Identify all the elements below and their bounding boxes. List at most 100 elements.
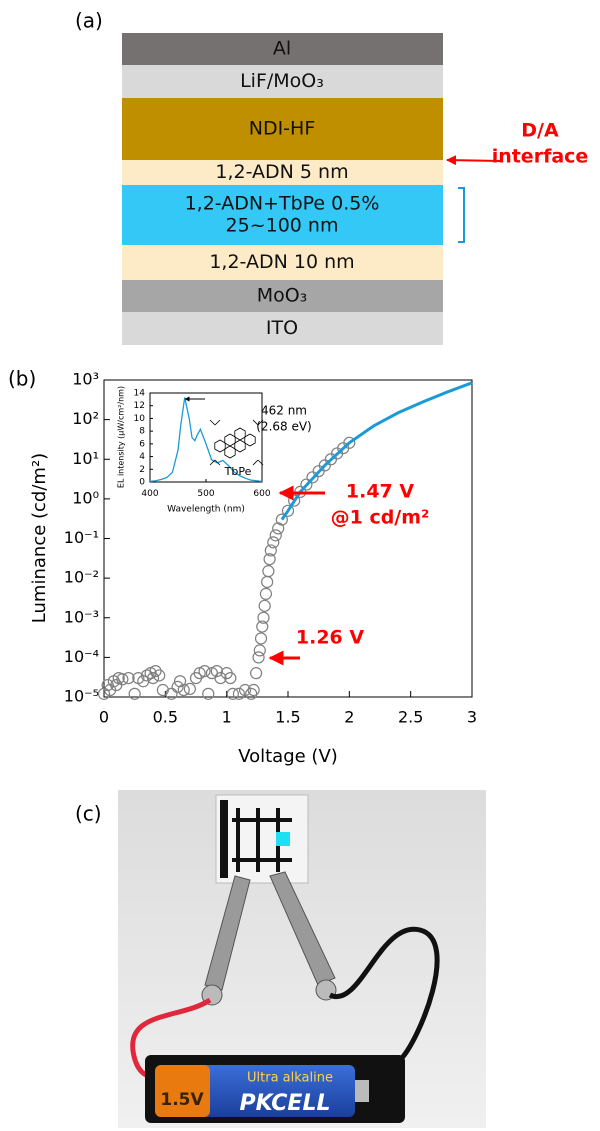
y-tick-label: 10 xyxy=(134,414,146,424)
data-point xyxy=(198,665,211,678)
panel-label: (c) xyxy=(75,802,102,826)
y-tick-label: 14 xyxy=(134,389,146,399)
x-tick-label: 2.5 xyxy=(398,707,423,726)
tbu-groups xyxy=(209,419,264,466)
x-tick-label: 1 xyxy=(222,707,232,726)
data-point xyxy=(258,599,271,612)
x-tick-label: 400 xyxy=(141,489,158,499)
emitting-pixel xyxy=(276,832,290,846)
y-tick-label: 10² xyxy=(72,409,99,428)
ring xyxy=(244,433,256,447)
x-tick-label: 1.5 xyxy=(275,707,300,726)
data-point xyxy=(256,620,269,633)
annotation: interface xyxy=(492,146,589,168)
data-point xyxy=(122,671,135,685)
data-point xyxy=(238,683,252,697)
layer xyxy=(122,312,443,345)
data-point xyxy=(318,459,331,472)
x-tick-label: 500 xyxy=(197,489,214,499)
layer-label: MoO₃ xyxy=(257,285,308,307)
layer xyxy=(122,98,443,160)
y-tick-label: 10⁻⁵ xyxy=(64,687,99,706)
black-wire xyxy=(328,926,440,1062)
data-point xyxy=(232,687,246,700)
data-point xyxy=(281,504,295,517)
data-point xyxy=(250,667,263,680)
y-tick-label: 10⁻⁴ xyxy=(64,647,99,666)
battery-text: 1.5V xyxy=(160,1090,204,1110)
data-point xyxy=(226,687,239,700)
x-tick-label: 0.5 xyxy=(153,707,178,726)
data-point xyxy=(306,471,319,484)
data-point xyxy=(177,683,190,697)
y-tick-label: 8 xyxy=(139,427,145,437)
data-point xyxy=(116,673,129,686)
data-point xyxy=(128,687,141,700)
y-tick-label: 10⁻¹ xyxy=(64,528,99,547)
annotation: TbPe xyxy=(224,465,252,478)
inset-chart: 400 500 600 0 2 4 6 8 10 12 14 Wavelength (nm) EL in… xyxy=(117,386,312,515)
data-point xyxy=(252,651,265,664)
data-point xyxy=(146,671,160,685)
data-point xyxy=(343,436,356,449)
annotation: 1.47 V xyxy=(346,481,414,503)
data-line xyxy=(280,381,473,521)
layer-label: 1,2-ADN 5 nm xyxy=(215,161,348,183)
device-substrate xyxy=(215,794,309,884)
layer xyxy=(122,185,443,245)
main-chart: 0 0.5 1 1.5 2 2.5 3 10⁻⁵ 10⁻⁴ 10⁻³ 10⁻² 10⁻¹ 10⁰ 10¹ 1… xyxy=(29,370,477,768)
data-point xyxy=(149,665,162,678)
y-tick-label: 10³ xyxy=(72,370,99,389)
photo xyxy=(118,790,486,1128)
x-axis-label: Voltage (V) xyxy=(238,746,338,767)
y-tick-label: 2 xyxy=(139,465,145,475)
y-axis-label: EL intensity (μW/cm²/nm) xyxy=(117,386,126,488)
x-tick-label: 3 xyxy=(467,707,477,726)
data-point xyxy=(183,682,196,696)
y-tick-label: 12 xyxy=(134,401,145,411)
layer xyxy=(122,65,443,98)
data-point xyxy=(262,565,275,578)
data-point xyxy=(259,587,273,600)
battery-text: PKCELL xyxy=(240,1091,331,1116)
battery-text: Ultra alkaline xyxy=(247,1071,333,1086)
y-tick-label: 10⁻³ xyxy=(64,607,99,626)
data-point xyxy=(254,632,268,645)
layer-label: 1,2-ADN 10 nm xyxy=(209,251,354,273)
data-point xyxy=(245,687,258,700)
x-tick-label: 600 xyxy=(253,489,270,499)
panel-label: (a) xyxy=(75,9,103,33)
data-point xyxy=(263,553,276,566)
annotation: 1.26 V xyxy=(296,627,364,649)
layer-label: Al xyxy=(273,38,291,60)
y-tick-label: 10⁻² xyxy=(64,568,99,587)
x-tick-label: 0 xyxy=(99,707,109,726)
data-point xyxy=(224,671,237,685)
layer-label: LiF/MoO₃ xyxy=(240,70,324,92)
layer-label: NDI-HF xyxy=(249,118,316,140)
y-axis-label: Luminance (cd/m²) xyxy=(29,453,50,623)
x-axis-label: Wavelength (nm) xyxy=(167,505,245,515)
annotation: 462 nm xyxy=(261,404,307,418)
data-point xyxy=(247,683,260,697)
data-point xyxy=(257,611,270,624)
data-point xyxy=(165,687,178,700)
molecule xyxy=(209,419,264,466)
clip xyxy=(269,871,336,986)
ring xyxy=(214,439,226,453)
x-tick-label: 2 xyxy=(344,707,354,726)
data-line xyxy=(149,397,263,483)
layer xyxy=(122,160,443,185)
data-point xyxy=(300,478,313,491)
y-tick-label: 4 xyxy=(139,452,145,462)
data-point xyxy=(288,494,301,507)
data-point xyxy=(275,513,288,526)
layer xyxy=(122,33,443,65)
arrow xyxy=(446,155,501,166)
data-point xyxy=(171,680,184,693)
y-tick-label: 10¹ xyxy=(72,449,99,468)
data-point xyxy=(153,669,166,682)
layer-label: 25~100 nm xyxy=(226,215,339,237)
clip xyxy=(204,875,251,991)
